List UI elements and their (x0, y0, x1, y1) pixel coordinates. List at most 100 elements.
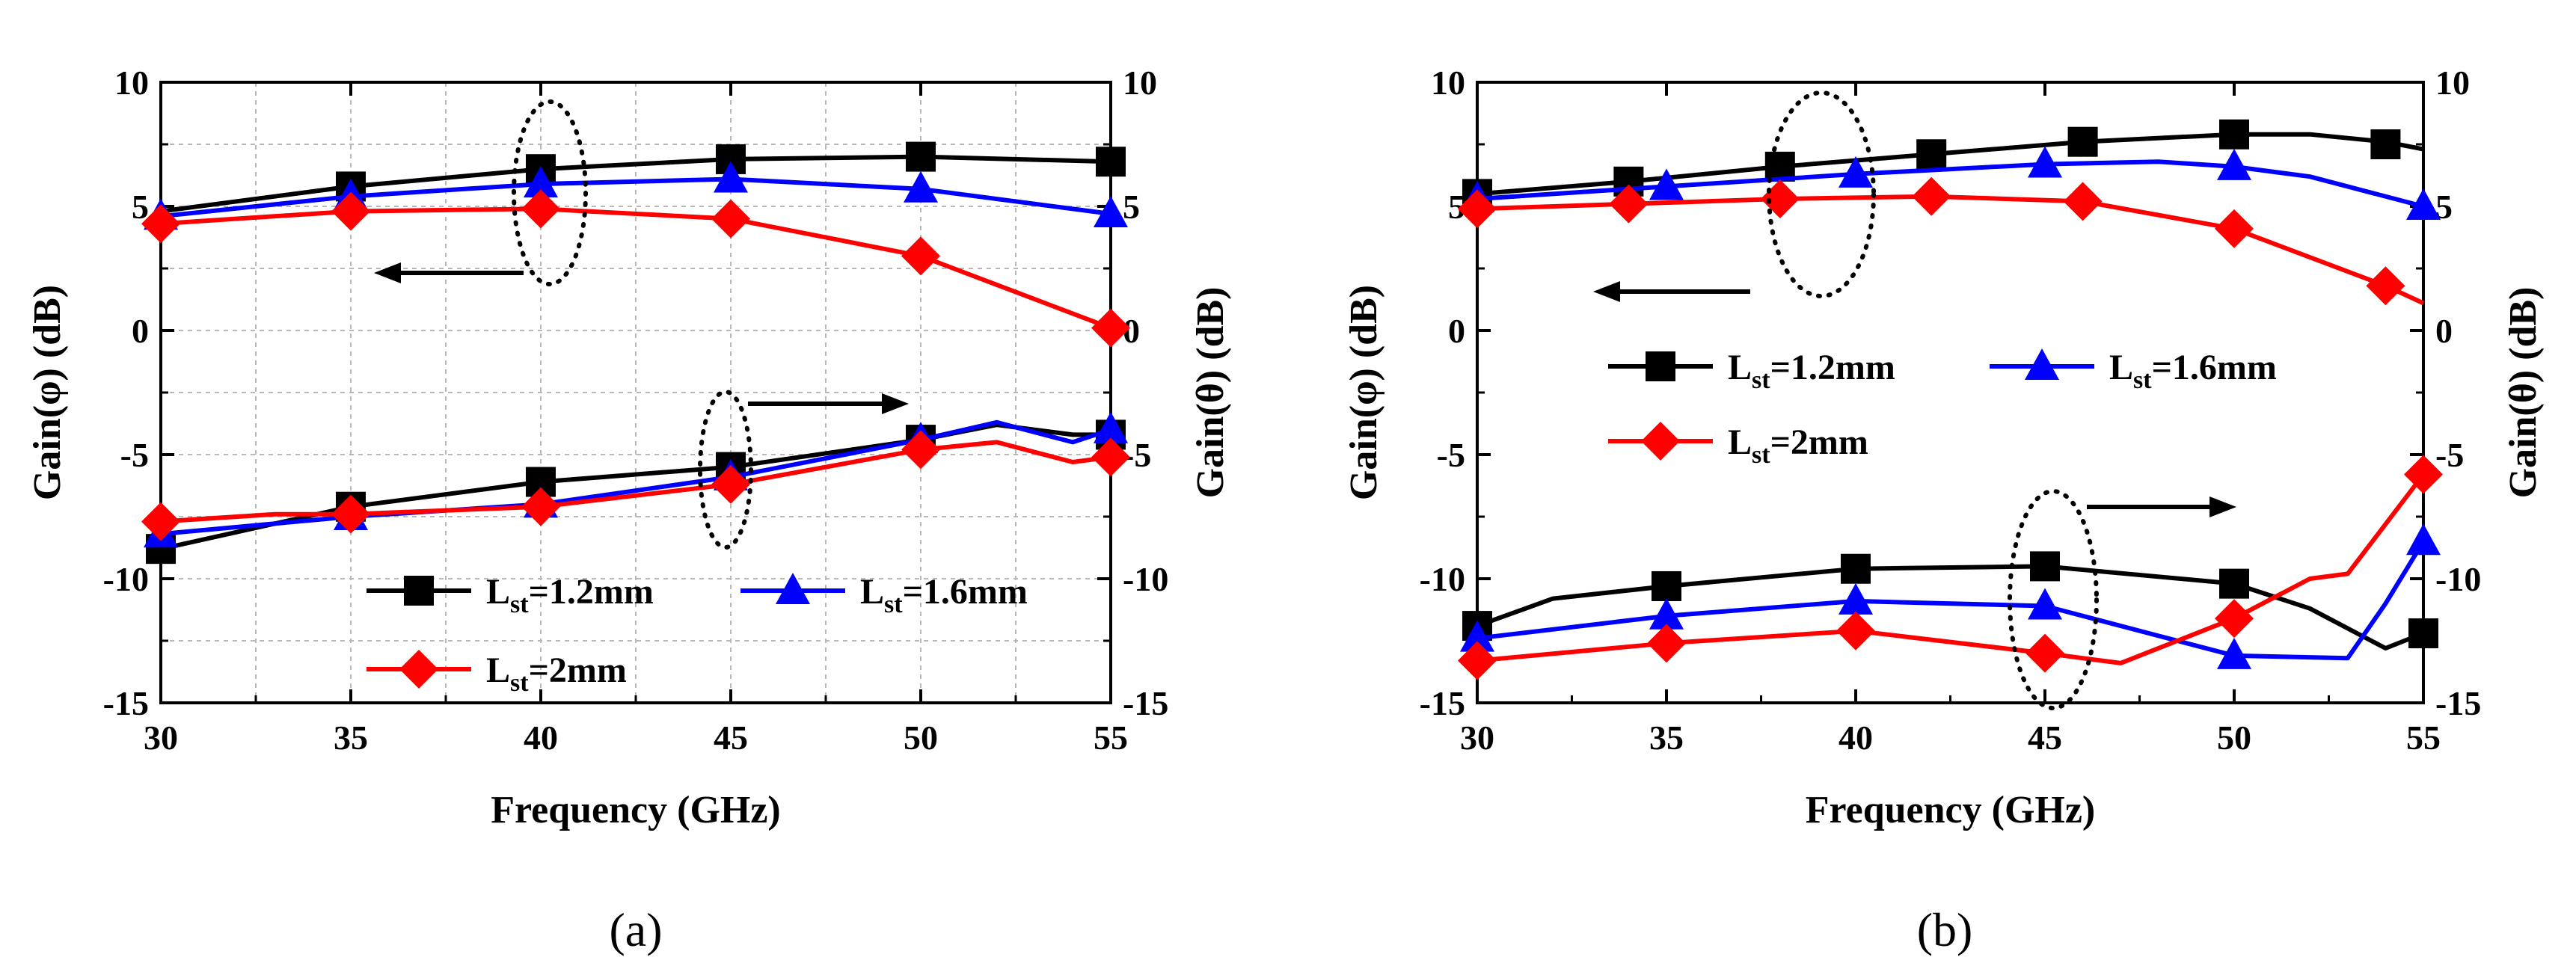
series-lst-2mm- (141, 189, 1130, 348)
annotation-ellipse (698, 390, 753, 550)
data-point (2067, 126, 2098, 157)
data-point (1094, 411, 1128, 443)
data-point (2404, 455, 2443, 494)
series-line (160, 206, 1112, 330)
data-point (711, 199, 750, 239)
x-tick-label: 35 (334, 719, 368, 757)
annotation-ellipse (2008, 489, 2099, 710)
data-point (2219, 119, 2249, 150)
annotation-ellipse (1767, 90, 1876, 298)
y-right-tick-label: -5 (2435, 436, 2464, 474)
legend-label: Lst=1.6mm (860, 572, 1028, 618)
data-point (2028, 588, 2062, 620)
panel-caption: (a) (609, 903, 662, 956)
data-point (2408, 618, 2438, 649)
data-point (1649, 168, 1684, 200)
annotation-arrow-head (2209, 496, 2236, 517)
y-left-tick-label: 5 (1448, 188, 1465, 226)
data-point (2217, 637, 2251, 669)
legend-item: Lst=1.2mm (367, 572, 654, 618)
y-right-tick-label: 10 (1123, 64, 1157, 102)
legend-item: Lst=2mm (1608, 422, 1868, 469)
x-tick-label: 45 (714, 719, 748, 757)
y-right-axis-title: Gain(θ) (dB) (1189, 287, 1232, 499)
series-lst-1-2mm- (1462, 551, 2438, 650)
x-tick-label: 40 (1839, 719, 1873, 757)
legend-marker (399, 650, 438, 689)
annotation-arrow-head (374, 262, 401, 283)
legend-item: Lst=1.6mm (1990, 348, 2277, 394)
series-line (160, 154, 1111, 214)
data-point (521, 189, 560, 229)
x-axis-title: Frequency (GHz) (491, 789, 781, 831)
legend-label: Lst=2mm (486, 650, 627, 697)
annotation-ellipse (512, 99, 588, 286)
annotation-arrow-head (882, 393, 909, 414)
data-point (1609, 184, 1649, 224)
x-tick-label: 45 (2028, 719, 2062, 757)
series-line (1476, 540, 2426, 661)
series-line (160, 422, 1111, 552)
data-point (524, 166, 558, 198)
data-point (1458, 641, 1497, 680)
series-lst-2mm- (141, 430, 1130, 541)
data-point (1094, 195, 1128, 227)
x-tick-label: 55 (1094, 719, 1128, 757)
legend-label: Lst=1.2mm (486, 572, 654, 618)
y-right-tick-label: 0 (2435, 312, 2453, 350)
data-point (1760, 179, 1800, 219)
x-tick-label: 30 (144, 719, 178, 757)
data-point (1091, 437, 1130, 477)
data-point (2215, 209, 2254, 248)
data-point (2215, 599, 2254, 639)
y-right-tick-label: 10 (2435, 64, 2470, 102)
y-left-tick-label: 0 (1448, 312, 1465, 350)
legend-item: Lst=1.2mm (1608, 348, 1895, 394)
y-right-tick-label: -10 (2435, 560, 2481, 598)
data-point (2028, 146, 2062, 178)
legend-marker (2025, 348, 2059, 380)
data-point (1096, 147, 1126, 177)
data-point (1647, 624, 1686, 663)
data-point (1091, 308, 1130, 348)
legend-marker (1646, 351, 1675, 381)
series-line (1476, 473, 2426, 665)
y-left-tick-label: -15 (103, 684, 149, 722)
legend-marker (1641, 422, 1680, 461)
data-point (331, 494, 370, 534)
series-lst-2mm- (1458, 455, 2443, 680)
data-point (1458, 189, 1497, 229)
data-point (714, 161, 748, 193)
y-left-tick-label: -5 (120, 436, 149, 474)
data-point (2406, 188, 2441, 220)
data-point (711, 464, 750, 504)
data-point (2219, 568, 2249, 599)
data-point (1839, 156, 1873, 188)
legend-label: Lst=1.6mm (2109, 348, 2277, 394)
y-right-tick-label: 5 (2435, 188, 2453, 226)
legend-item: Lst=2mm (367, 650, 627, 697)
y-left-tick-label: -10 (103, 560, 149, 598)
series-lst-1-6mm- (1460, 523, 2441, 669)
data-point (2030, 551, 2060, 582)
x-tick-label: 40 (524, 719, 558, 757)
y-left-tick-label: 5 (132, 188, 149, 226)
x-tick-label: 50 (2217, 719, 2251, 757)
data-point (901, 430, 940, 470)
legend-item: Lst=1.6mm (740, 572, 1028, 618)
data-point (2217, 148, 2251, 180)
data-point (1649, 597, 1684, 630)
data-point (1652, 570, 1681, 601)
x-tick-label: 35 (1649, 719, 1684, 757)
series-line (1476, 194, 2425, 306)
y-right-tick-label: 0 (1123, 312, 1140, 350)
data-point (904, 170, 938, 203)
data-point (521, 487, 560, 526)
data-point (331, 191, 370, 231)
series-line (1476, 564, 2425, 650)
y-left-tick-label: 10 (1431, 64, 1465, 102)
data-point (2370, 129, 2401, 159)
ticks (159, 81, 1112, 704)
legend-label: Lst=1.2mm (1728, 348, 1895, 394)
